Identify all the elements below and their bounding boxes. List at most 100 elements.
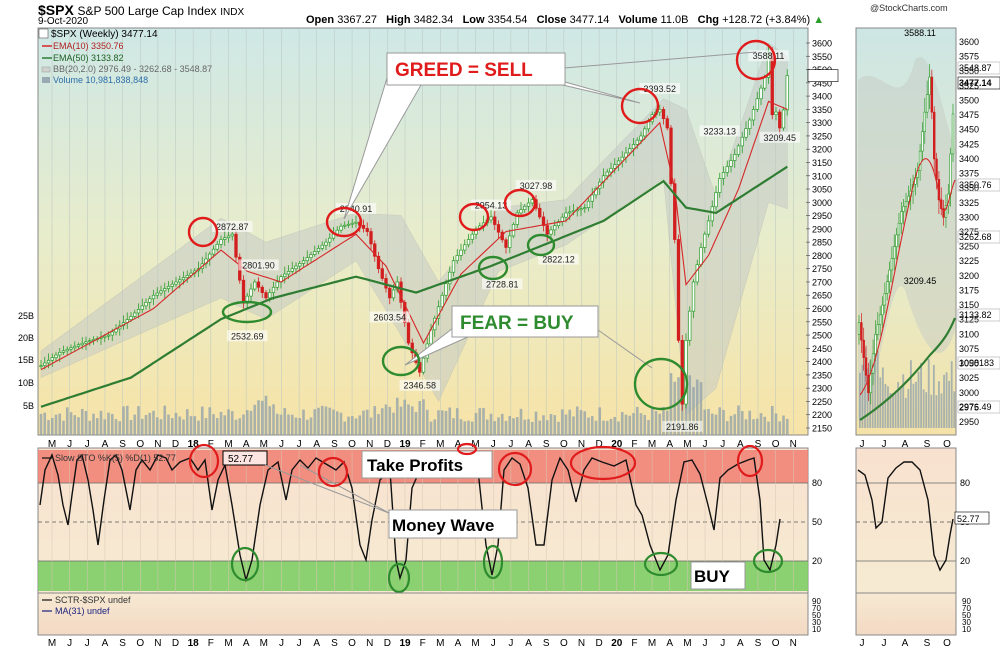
volume-bar: [677, 377, 680, 435]
volume-bar: [448, 407, 452, 435]
volume-bar: [410, 406, 414, 435]
candle-body: [110, 331, 114, 336]
volume-bar: [92, 413, 95, 435]
candle-body: [448, 271, 452, 285]
month-tick-label: A: [313, 439, 320, 450]
volume-bar: [583, 411, 587, 435]
candle-body: [729, 160, 733, 167]
volume-bar: [440, 410, 444, 435]
detail-candle-body: [921, 131, 924, 152]
sto-value: 52.77: [228, 454, 253, 465]
greed-circle: [325, 206, 363, 238]
volume-bar: [455, 408, 459, 435]
volume-bar: [77, 417, 80, 435]
candle-body: [343, 224, 347, 227]
detail-volume-bar: [866, 368, 869, 428]
detail-candle-body: [893, 246, 896, 259]
volume-bar: [695, 379, 699, 435]
volume-bar: [212, 414, 215, 435]
volume-bar: [167, 414, 170, 435]
month-tick-label: J: [703, 638, 708, 649]
candle-body: [320, 244, 324, 249]
buy-label: BUY: [694, 567, 731, 586]
month-tick-label: M: [436, 439, 444, 450]
ohlc-summary: Open 3367.27 High 3482.34 Low 3354.54 Cl…: [306, 14, 825, 26]
callout-bg: [470, 199, 512, 211]
candle-body: [365, 228, 369, 232]
detail-sctr-tick: 90: [962, 597, 971, 606]
volume-bar: [425, 409, 429, 435]
volume-bar: [264, 395, 268, 435]
bollinger-fill: [40, 42, 788, 416]
month-tick-label: N: [366, 439, 373, 450]
volume-bar: [617, 421, 620, 435]
candle-body: [635, 139, 639, 145]
detail-candle-body: [923, 111, 927, 132]
legend-main: $SPX (Weekly) 3477.14: [51, 29, 158, 40]
candle-body: [309, 254, 313, 258]
detail-candle-body: [857, 322, 861, 335]
volume-bar: [380, 408, 384, 435]
volume-bar: [65, 407, 69, 435]
volume-bar: [538, 420, 542, 435]
detail-volume-bar: [889, 393, 892, 428]
volume-bar: [302, 409, 305, 435]
candle-body: [103, 335, 107, 338]
volume-bar: [223, 415, 227, 435]
volume-bar: [620, 412, 624, 435]
candle-body: [151, 294, 156, 300]
candle-body: [144, 301, 148, 307]
month-tick-label: J: [508, 439, 513, 450]
candle-body: [639, 135, 643, 141]
month-tick-label: F: [420, 439, 426, 450]
detail-volume-bar: [930, 394, 933, 428]
detail-sto-value: 52.77: [957, 514, 980, 524]
detail-price-tick: 3025: [959, 373, 979, 383]
candle-body: [624, 152, 628, 158]
price-callout: 2801.90: [242, 260, 275, 270]
volume-bar: [294, 417, 298, 435]
volume-bar: [347, 416, 350, 435]
candle-body: [54, 354, 58, 358]
volume-bar: [373, 406, 377, 435]
detail-candle-body: [876, 324, 880, 335]
candle-body: [283, 273, 287, 278]
greed-annotation: GREED = SELL: [343, 51, 757, 220]
volume-bar: [137, 406, 140, 435]
month-tick-label: O: [560, 638, 568, 649]
candle-body: [590, 194, 594, 202]
volume-bar: [688, 375, 692, 435]
candle-body: [541, 216, 546, 226]
candle-body: [406, 322, 411, 344]
month-tick-label: S: [543, 638, 550, 649]
candle-body: [691, 281, 696, 312]
price-tick-label: 2850: [812, 238, 832, 248]
month-tick-label: J: [279, 638, 284, 649]
candle-body: [298, 263, 302, 267]
sctr-panel: [37, 592, 809, 636]
legend-volume: Volume 10,981,838,848: [53, 75, 148, 85]
month-tick-label: J: [67, 439, 72, 450]
candle-body: [166, 286, 171, 289]
volume-bar: [512, 418, 515, 435]
candle-body: [489, 216, 493, 221]
month-tick-label: 20: [611, 439, 623, 450]
buy-annotation: BUY: [690, 561, 746, 590]
candle-body: [613, 164, 617, 169]
volume-bar: [54, 414, 58, 435]
volume-bar: [242, 414, 245, 435]
detail-value-box: [957, 178, 1000, 192]
candle-body: [376, 255, 381, 270]
detail-sctr-tick: 30: [962, 618, 971, 627]
callout-bg: [335, 202, 377, 214]
detail-value-box: [957, 308, 1000, 322]
ma-legend: MA(31) undef: [55, 606, 110, 616]
price-callout: 2954.13: [475, 201, 508, 211]
volume-bar: [752, 419, 755, 435]
month-tick-label: 18: [188, 638, 200, 649]
detail-volume-bar: [910, 360, 912, 428]
price-callout: 3588.11: [753, 51, 785, 61]
volume-tick-label: 5B: [23, 401, 34, 411]
detail-candle-body: [895, 234, 898, 247]
